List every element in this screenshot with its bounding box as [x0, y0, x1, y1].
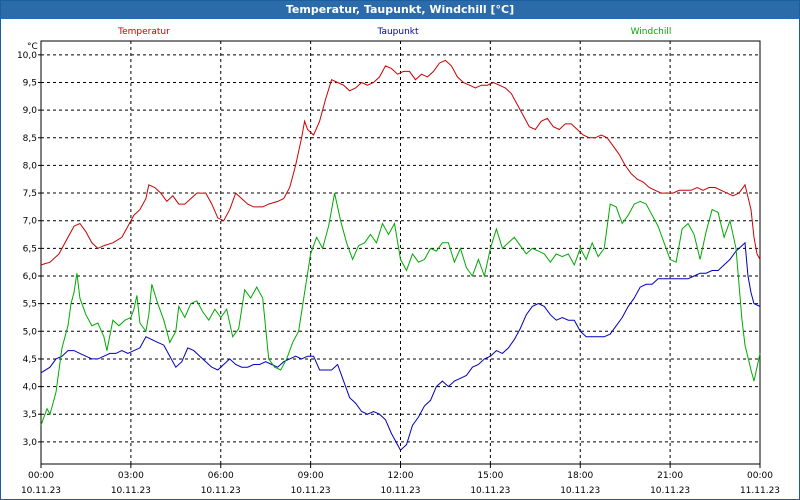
- x-axis: 00:00 10.11.23 03:00 10.11.23 06:00 10.11.23 0…: [21, 464, 780, 496]
- x-tick-date-label: 10.11.23: [21, 486, 61, 496]
- grid: [40, 41, 761, 464]
- x-tick-time-label: 00:00: [28, 471, 54, 481]
- y-tick-label: 9,0: [23, 106, 38, 116]
- y-tick-label: 6,0: [23, 272, 38, 282]
- x-tick-date-label: 11.11.23: [740, 486, 780, 496]
- y-tick-label: 10,0: [17, 51, 37, 61]
- x-tick-date-label: 10.11.23: [380, 486, 420, 496]
- series-line-temperatur: [40, 59, 761, 266]
- x-tick-time-label: 15:00: [477, 471, 503, 481]
- x-tick-date-label: 10.11.23: [470, 486, 510, 496]
- x-tick-time-label: 00:00: [747, 471, 773, 481]
- x-tick-time-label: 12:00: [388, 471, 414, 481]
- x-tick-date-label: 10.11.23: [291, 486, 331, 496]
- y-tick-label: 7,5: [23, 189, 37, 199]
- series-lines: [40, 59, 761, 452]
- window-title: Temperatur, Taupunkt, Windchill [°C]: [1, 1, 799, 19]
- series-line-taupunkt: [40, 241, 761, 452]
- x-tick-time-label: 21:00: [657, 471, 683, 481]
- y-tick-label: 8,5: [23, 134, 37, 144]
- x-tick-date-label: 10.11.23: [650, 486, 690, 496]
- x-tick-date-label: 10.11.23: [111, 486, 151, 496]
- x-tick-time-label: 03:00: [118, 471, 144, 481]
- legend-entry: Taupunkt: [376, 27, 419, 37]
- y-tick-label: 4,5: [23, 355, 37, 365]
- legend: Temperatur Taupunkt Windchill: [117, 27, 671, 37]
- x-tick-time-label: 18:00: [567, 471, 593, 481]
- series-line-windchill: [40, 192, 761, 426]
- y-tick-label: 4,0: [23, 383, 38, 393]
- y-tick-label: 5,5: [23, 300, 37, 310]
- y-tick-label: 9,5: [23, 78, 37, 88]
- x-tick-time-label: 09:00: [298, 471, 324, 481]
- x-tick-date-label: 10.11.23: [201, 486, 241, 496]
- x-tick-time-label: 06:00: [208, 471, 234, 481]
- legend-entry: Windchill: [631, 27, 672, 37]
- y-tick-label: 5,0: [23, 327, 38, 337]
- y-tick-label: 7,0: [23, 217, 38, 227]
- y-tick-label: 3,5: [23, 410, 37, 420]
- y-tick-label: 8,0: [23, 161, 38, 171]
- x-tick-date-label: 10.11.23: [560, 486, 600, 496]
- y-axis: 3,0 3,5 4,0 4,5 5,0 5,5 6,0 6,5 7,0 7,5 8,0 8,5 9,0 9…: [17, 51, 41, 448]
- y-axis-unit-label: °C: [27, 42, 38, 52]
- y-tick-label: 3,0: [23, 438, 38, 448]
- y-tick-label: 6,5: [23, 244, 37, 254]
- legend-entry: Temperatur: [117, 27, 170, 37]
